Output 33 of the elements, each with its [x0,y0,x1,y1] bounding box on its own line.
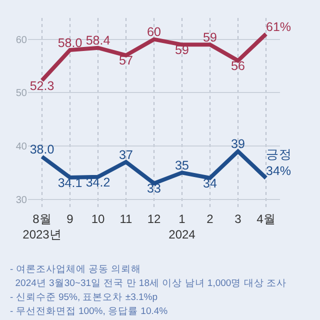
x-tick-label: 4월 [256,212,276,226]
data-label: 38.0 [30,142,54,157]
y-tick-label: 60 [16,34,28,46]
text: - 신뢰수준 95%, 표본오차 ±3.1%p [10,292,158,303]
x-tick-label: 8월 2023년 [22,212,62,242]
text: 2024년 3월30~31일 전국 만 18세 이상 남녀 1,000명 대상 조사 [10,278,286,289]
data-label: 33 [147,182,161,196]
data-label: 58.0 [58,36,82,50]
y-tick-label: 50 [16,88,28,100]
data-label: 58.4 [86,34,110,48]
x-tick-label: 2 [206,212,214,226]
y-tick-label: 30 [16,194,28,206]
data-label: 37 [119,148,133,162]
data-label: 34.1 [58,176,82,190]
x-tick-label: 12 [147,212,161,226]
text: - 여론조사업체에 공동 의뢰해 [10,264,142,275]
data-label: 35 [175,158,189,173]
data-label: 52.3 [30,78,54,93]
data-label: 39 [231,137,245,152]
y-tick-label: 40 [16,142,28,152]
data-label: 59 [203,30,217,45]
data-label: 34% [266,164,292,178]
x-tick-label: 10 [91,212,105,226]
data-label: 61% [266,20,292,34]
data-label: 60 [147,25,161,40]
data-label: 34 [203,176,217,190]
x-tick-label: 9 [66,212,74,226]
x-tick-label: 11 [120,212,133,226]
x-tick-label: 3 [234,212,242,226]
x-tick-label: 1 2024 [168,212,196,242]
series-label: 긍정 [266,148,292,162]
text: - 무선전화면접 100%, 응답률 10.4% [10,306,168,317]
data-label: 56 [231,59,245,74]
